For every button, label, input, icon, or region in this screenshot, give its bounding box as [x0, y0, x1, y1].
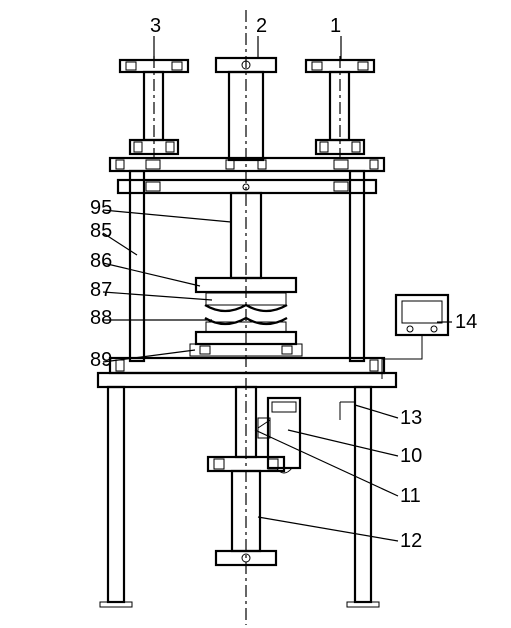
label-12: 12 — [400, 530, 422, 552]
upper-frame — [110, 158, 384, 193]
label-3: 3 — [150, 15, 161, 37]
top-cylinder-left — [120, 56, 188, 158]
label-9: 89 — [90, 349, 112, 371]
label-7: 87 — [90, 279, 112, 301]
label-13: 13 — [400, 407, 422, 429]
label-8: 88 — [90, 307, 112, 329]
label-2: 2 — [256, 15, 267, 37]
legs — [100, 387, 379, 607]
top-cylinder-right — [306, 56, 374, 158]
label-1: 1 — [330, 15, 341, 37]
display-box — [382, 295, 448, 379]
table-beam — [98, 358, 396, 387]
label-6: 86 — [90, 250, 112, 272]
label-10: 10 — [400, 445, 422, 467]
label-14: 14 — [455, 311, 477, 333]
frame-post-right — [350, 171, 364, 361]
label-4: 95 — [90, 197, 112, 219]
label-11: 11 — [400, 485, 421, 507]
label-5: 85 — [90, 220, 112, 242]
frame-post-left — [130, 171, 144, 361]
